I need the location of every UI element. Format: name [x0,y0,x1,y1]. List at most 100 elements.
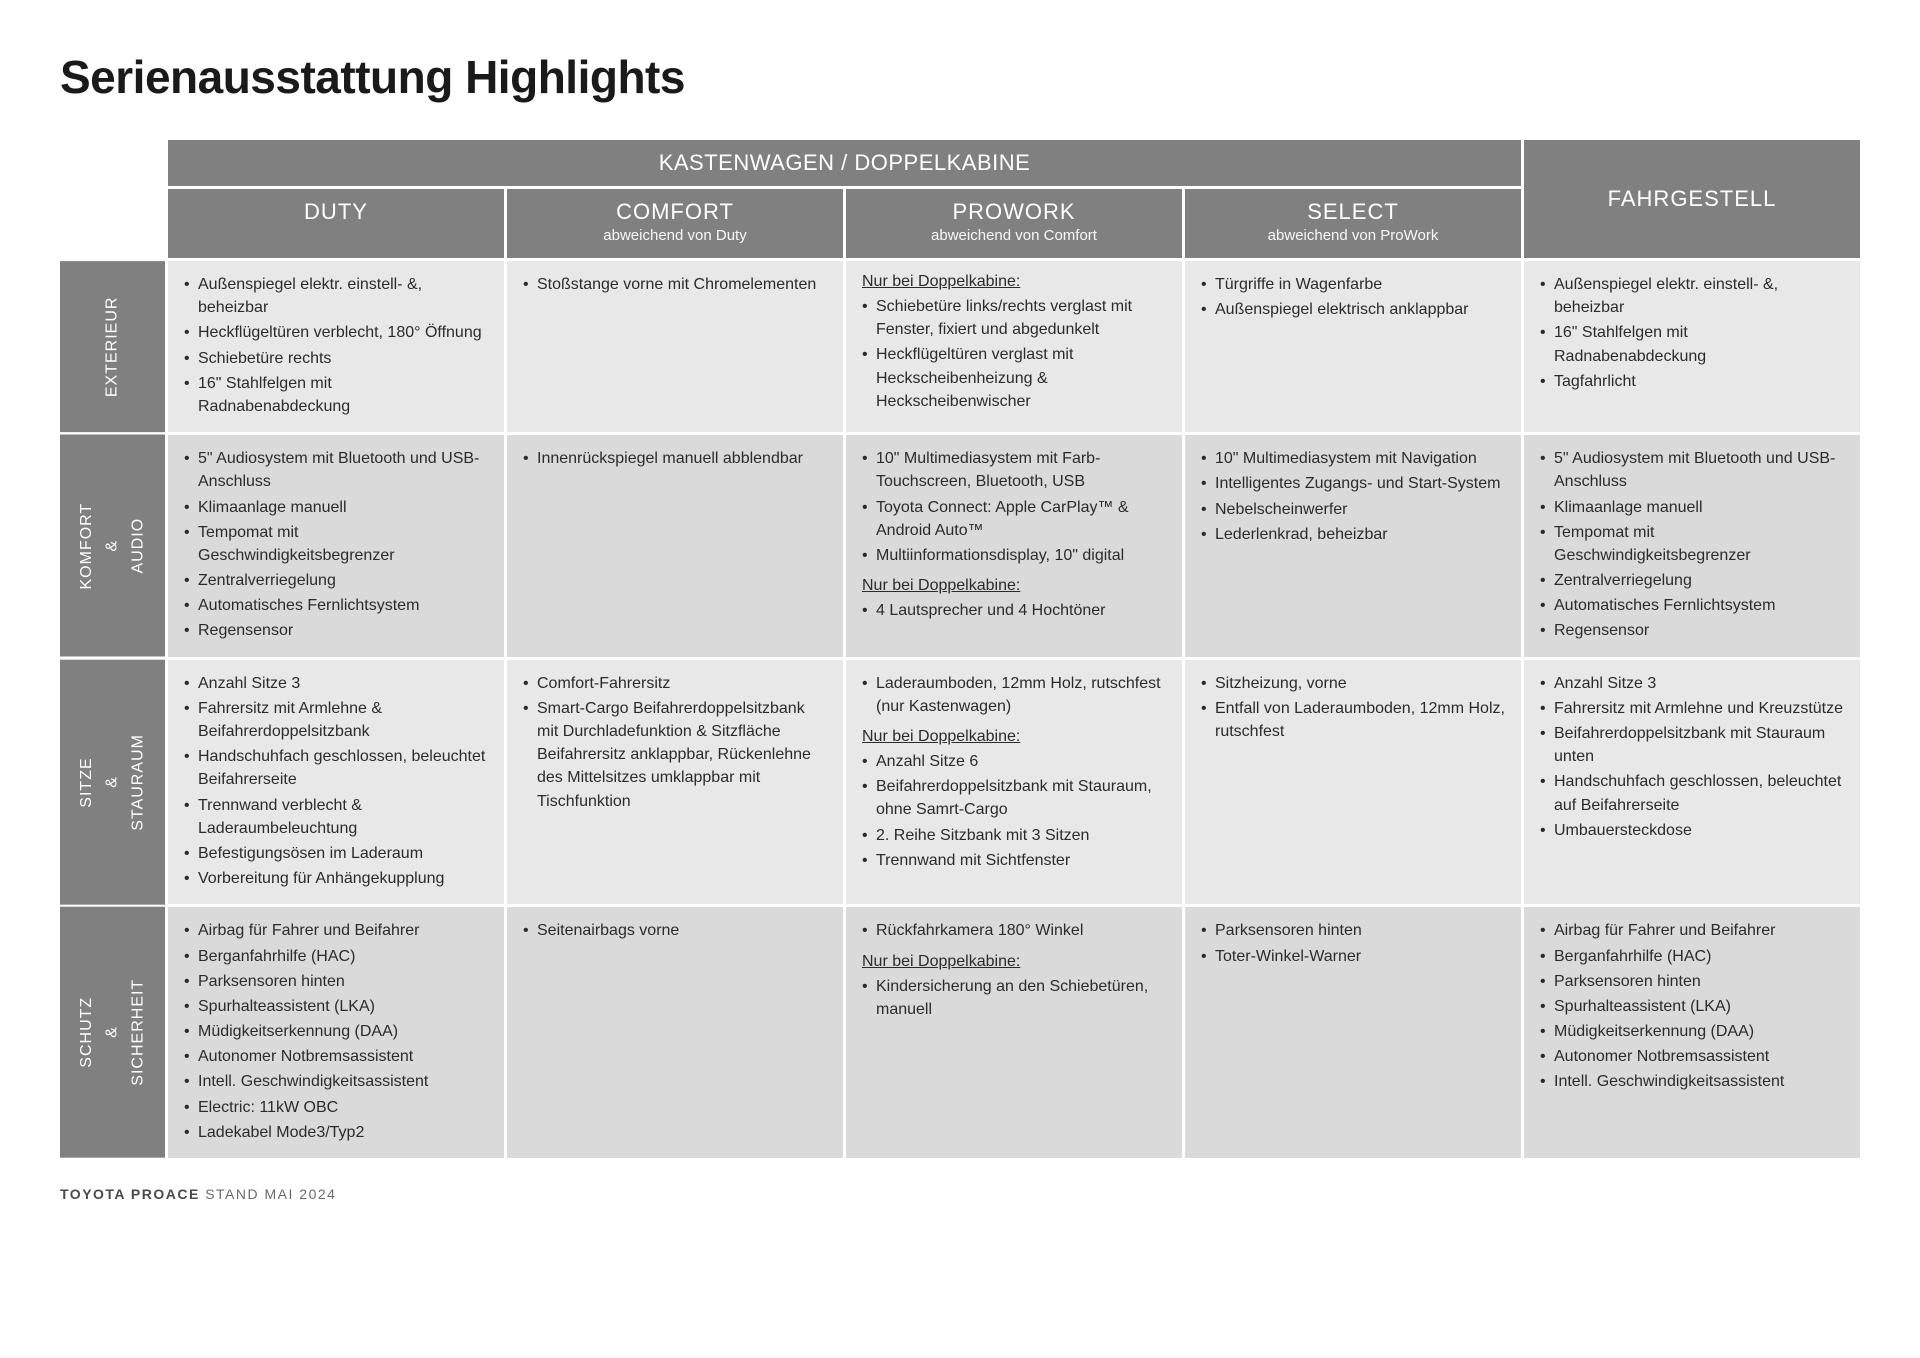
table-cell: Comfort-FahrersitzSmart-Cargo Beifahrerd… [507,660,843,905]
header-col-sub: abweichend von Duty [515,227,835,244]
header-col-title: PROWORK [854,199,1174,225]
list-item: Spurhalteassistent (LKA) [184,995,488,1018]
table-cell: 10" Multimediasystem mit NavigationIntel… [1185,435,1521,657]
list-item: Toter-Winkel-Warner [1201,945,1505,968]
header-col-title: DUTY [176,199,496,225]
list-item: Automatisches Fernlichtsystem [1540,594,1844,617]
list-item: Fahrersitz mit Armlehne & Beifahrerdoppe… [184,697,488,743]
list-item: Zentralverriegelung [1540,569,1844,592]
list-item: Intelligentes Zugangs- und Start-System [1201,472,1505,495]
list-item: Umbauersteckdose [1540,819,1844,842]
list-item: Schiebetüre links/rechts verglast mit Fe… [862,295,1166,341]
list-item: Müdigkeitserkennung (DAA) [1540,1020,1844,1043]
table-cell: Innenrückspiegel manuell abblendbar [507,435,843,657]
feature-list: 5" Audiosystem mit Bluetooth und USB-Ans… [184,447,488,643]
table-cell: Rückfahrkamera 180° WinkelNur bei Doppel… [846,907,1182,1158]
list-item: Berganfahrhilfe (HAC) [1540,945,1844,968]
feature-list: Rückfahrkamera 180° Winkel [862,919,1166,942]
feature-list: Kindersicherung an den Schiebetüren, man… [862,975,1166,1021]
cell-subhead: Nur bei Doppelkabine: [862,273,1166,291]
list-item: Trennwand mit Sichtfenster [862,849,1166,872]
table-cell: Seitenairbags vorne [507,907,843,1158]
footer-date: STAND MAI 2024 [205,1186,336,1202]
list-item: 16" Stahlfelgen mit Radnabenabdeckung [1540,321,1844,367]
page-title: Serienausstattung Highlights [60,50,1860,104]
feature-list: Laderaumboden, 12mm Holz, rutschfest (nu… [862,672,1166,718]
list-item: Tempomat mit Geschwindigkeitsbegrenzer [1540,521,1844,567]
footer-brand: TOYOTA PROACE [60,1186,200,1202]
table-cell: Anzahl Sitze 3Fahrersitz mit Armlehne un… [1524,660,1860,905]
list-item: Autonomer Notbremsassistent [184,1045,488,1068]
list-item: Fahrersitz mit Armlehne und Kreuzstütze [1540,697,1844,720]
list-item: Regensensor [1540,619,1844,642]
list-item: Vorbereitung für Anhängekupplung [184,867,488,890]
list-item: Electric: 11kW OBC [184,1096,488,1119]
list-item: Automatisches Fernlichtsystem [184,594,488,617]
feature-list: Türgriffe in WagenfarbeAußenspiegel elek… [1201,273,1505,321]
list-item: Kindersicherung an den Schiebetüren, man… [862,975,1166,1021]
feature-list: Sitzheizung, vorneEntfall von Laderaumbo… [1201,672,1505,744]
list-item: Parksensoren hinten [1201,919,1505,942]
list-item: Türgriffe in Wagenfarbe [1201,273,1505,296]
feature-list: Anzahl Sitze 6Beifahrerdoppelsitzbank mi… [862,750,1166,872]
list-item: Müdigkeitserkennung (DAA) [184,1020,488,1043]
list-item: Sitzheizung, vorne [1201,672,1505,695]
table-cell: Türgriffe in WagenfarbeAußenspiegel elek… [1185,261,1521,432]
header-col-sub: abweichend von ProWork [1193,227,1513,244]
list-item: Beifahrerdoppelsitzbank mit Stauraum unt… [1540,722,1844,768]
table-cell: Außenspiegel elektr. einstell- &, beheiz… [1524,261,1860,432]
list-item: Intell. Geschwindigkeitsassistent [1540,1070,1844,1093]
list-item: Handschuhfach geschlossen, beleuchtet au… [1540,770,1844,816]
list-item: 10" Multimediasystem mit Navigation [1201,447,1505,470]
feature-list: Seitenairbags vorne [523,919,827,942]
feature-list: Stoßstange vorne mit Chromelementen [523,273,827,296]
list-item: Klimaanlage manuell [184,496,488,519]
list-item: Handschuhfach geschlossen, beleuchtet Be… [184,745,488,791]
feature-list: Comfort-FahrersitzSmart-Cargo Beifahrerd… [523,672,827,813]
table-cell: Außenspiegel elektr. einstell- &, beheiz… [168,261,504,432]
list-item: Airbag für Fahrer und Beifahrer [184,919,488,942]
row-label: SCHUTZ&SICHERHEIT [60,907,165,1158]
list-item: Außenspiegel elektrisch anklappbar [1201,298,1505,321]
feature-list: Außenspiegel elektr. einstell- &, beheiz… [1540,273,1844,393]
list-item: Stoßstange vorne mit Chromelementen [523,273,827,296]
list-item: Comfort-Fahrersitz [523,672,827,695]
feature-list: Parksensoren hinten Toter-Winkel-Warner [1201,919,1505,967]
footer: TOYOTA PROACE STAND MAI 2024 [60,1186,1860,1202]
list-item: Regensensor [184,619,488,642]
table-cell: Parksensoren hinten Toter-Winkel-Warner [1185,907,1521,1158]
table-cell: Laderaumboden, 12mm Holz, rutschfest (nu… [846,660,1182,905]
list-item: Beifahrerdoppelsitzbank mit Stauraum, oh… [862,775,1166,821]
list-item: Parksensoren hinten [184,970,488,993]
list-item: Ladekabel Mode3/Typ2 [184,1121,488,1144]
feature-list: Anzahl Sitze 3Fahrersitz mit Armlehne & … [184,672,488,891]
table-cell: Sitzheizung, vorneEntfall von Laderaumbo… [1185,660,1521,905]
list-item: Außenspiegel elektr. einstell- &, beheiz… [184,273,488,319]
header-col: COMFORTabweichend von Duty [507,189,843,258]
blank-cell [60,140,165,258]
list-item: Airbag für Fahrer und Beifahrer [1540,919,1844,942]
list-item: 5" Audiosystem mit Bluetooth und USB-Ans… [184,447,488,493]
list-item: Innenrückspiegel manuell abblendbar [523,447,827,470]
list-item: Intell. Geschwindigkeitsassistent [184,1070,488,1093]
list-item: Anzahl Sitze 6 [862,750,1166,773]
row-label: EXTERIEUR [60,261,165,432]
feature-list: 10" Multimediasystem mit Farb-Touchscree… [862,447,1166,567]
list-item: 4 Lautsprecher und 4 Hochtöner [862,599,1166,622]
table-cell: 5" Audiosystem mit Bluetooth und USB-Ans… [1524,435,1860,657]
list-item: Spurhalteassistent (LKA) [1540,995,1844,1018]
list-item: Parksensoren hinten [1540,970,1844,993]
list-item: Tagfahrlicht [1540,370,1844,393]
list-item: Schiebetüre rechts [184,347,488,370]
list-item: Smart-Cargo Beifahrerdoppelsitzbank mit … [523,697,827,813]
list-item: Rückfahrkamera 180° Winkel [862,919,1166,942]
table-cell: Airbag für Fahrer und Beifahrer Berganfah… [1524,907,1860,1158]
list-item: Trennwand verblecht & Laderaumbeleuchtun… [184,794,488,840]
header-col: PROWORKabweichend von Comfort [846,189,1182,258]
header-fahrgestell: FAHRGESTELL [1524,140,1860,258]
header-col-title: SELECT [1193,199,1513,225]
list-item: Klimaanlage manuell [1540,496,1844,519]
feature-list: Außenspiegel elektr. einstell- &, beheiz… [184,273,488,418]
list-item: Anzahl Sitze 3 [1540,672,1844,695]
list-item: Tempomat mit Geschwindigkeitsbegrenzer [184,521,488,567]
